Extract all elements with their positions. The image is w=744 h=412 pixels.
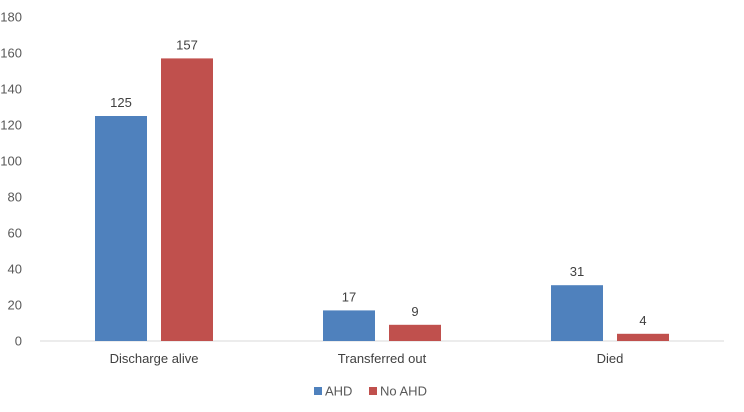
category-labels: Discharge alive Transferred out Died	[110, 351, 624, 366]
y-tick-label: 100	[0, 154, 22, 169]
legend-swatch-no-ahd	[369, 387, 377, 395]
bar-no-ahd-discharge-alive	[161, 58, 213, 342]
data-label: 17	[342, 289, 356, 304]
bar-ahd-transferred-out	[323, 310, 375, 341]
bar-no-ahd-transferred-out	[389, 324, 441, 341]
x-category-label: Transferred out	[338, 351, 427, 366]
y-tick-label: 160	[0, 46, 22, 61]
legend-swatch-ahd	[314, 387, 322, 395]
data-label: 157	[176, 37, 198, 52]
y-tick-label: 80	[8, 190, 22, 205]
legend-label-ahd: AHD	[325, 384, 352, 399]
bar-ahd-discharge-alive	[95, 116, 147, 341]
y-tick-label: 120	[0, 118, 22, 133]
bar-ahd-died	[551, 285, 603, 341]
y-tick-label: 0	[15, 334, 22, 349]
bars	[95, 58, 669, 342]
data-label: 4	[639, 313, 646, 328]
y-tick-label: 140	[0, 82, 22, 97]
x-category-label: Discharge alive	[110, 351, 199, 366]
legend-label-no-ahd: No AHD	[380, 384, 427, 399]
y-tick-label: 180	[0, 10, 22, 25]
y-axis: 0 20 40 60 80 100 120 140 160 180	[0, 10, 22, 349]
data-labels: 125 157 17 9 31 4	[110, 37, 646, 327]
data-label: 31	[570, 264, 584, 279]
y-tick-label: 60	[8, 226, 22, 241]
legend: AHD No AHD	[314, 384, 427, 399]
y-tick-label: 40	[8, 262, 22, 277]
data-label: 125	[110, 95, 132, 110]
bar-no-ahd-died	[617, 333, 669, 341]
x-category-label: Died	[597, 351, 624, 366]
y-tick-label: 20	[8, 298, 22, 313]
data-label: 9	[411, 304, 418, 319]
